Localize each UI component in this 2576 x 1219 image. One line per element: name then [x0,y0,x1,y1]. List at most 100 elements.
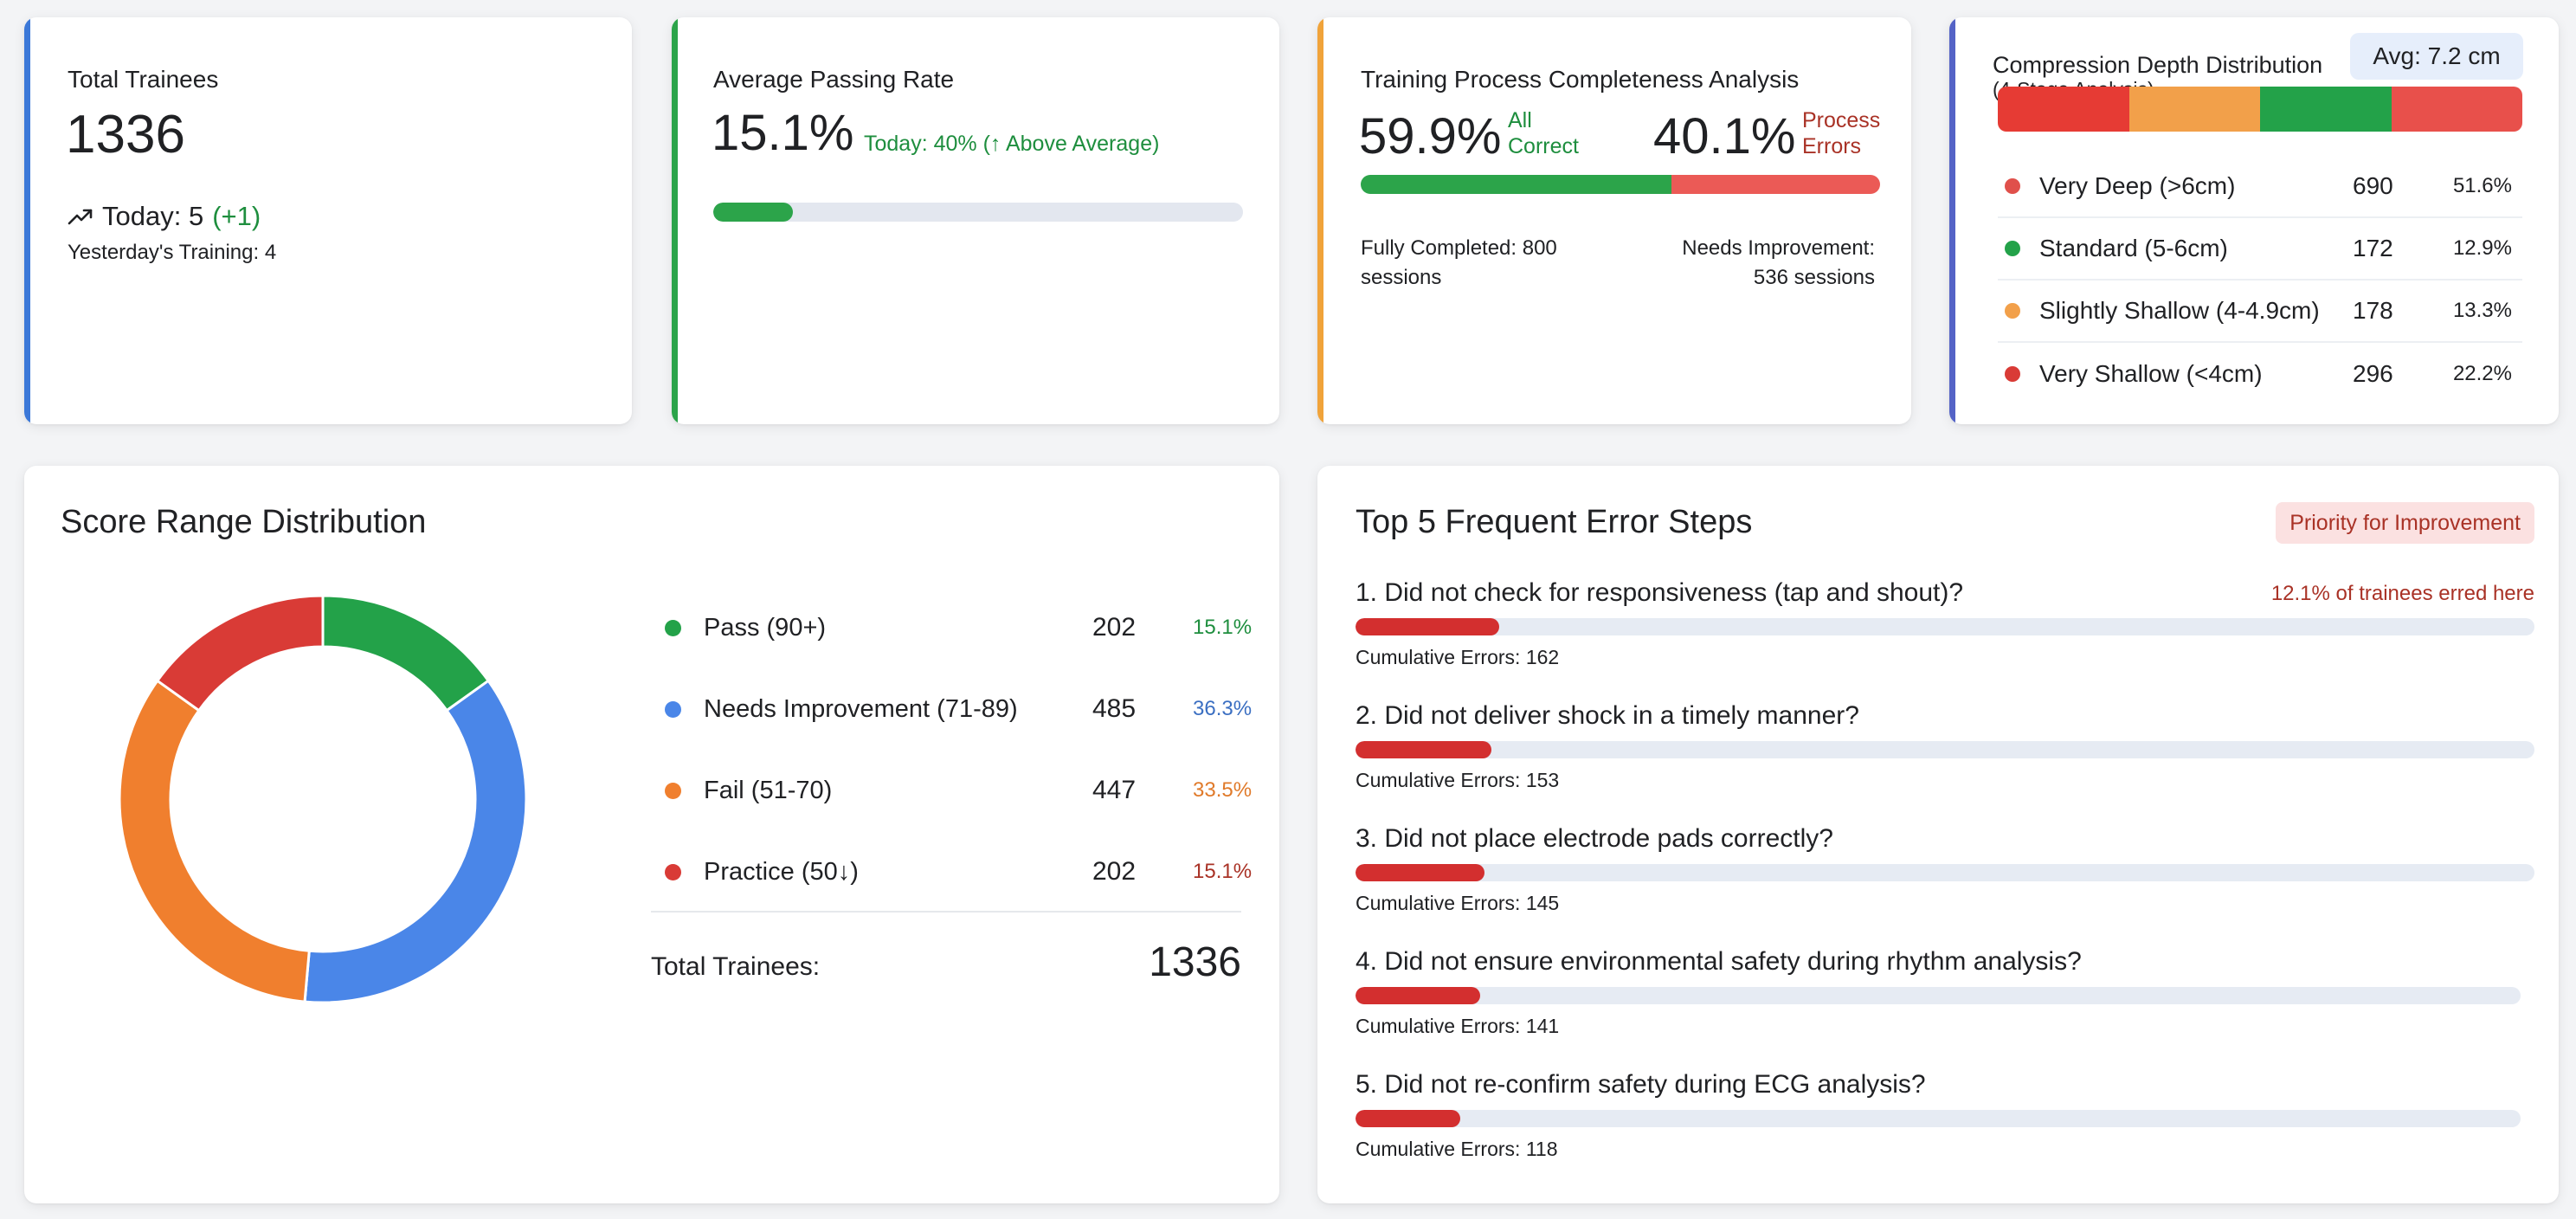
score-donut-chart [118,594,528,1004]
depth-row: Very Shallow (<4cm) 296 22.2% [1998,343,2522,405]
depth-count: 172 [2353,235,2393,261]
error-bar-fill [1356,618,1499,635]
today-passing-note: Today: 40% (↑ Above Average) [864,132,1160,156]
donut-slice-1 [303,679,528,1004]
depth-stacked-bar [1998,87,2522,132]
legend-dot [665,863,681,880]
score-range-count: 202 [1092,613,1137,642]
legend-dot [665,782,681,799]
error-step-item: 4. Did not ensure environmental safety d… [1356,947,2534,1070]
error-step-item: 3. Did not place electrode pads correctl… [1356,824,2534,947]
today-count: Today: 5 (+1) [68,201,261,232]
total-trainees-total: 1336 [1149,939,1241,985]
error-step-question: 1. Did not check for responsiveness (tap… [1356,578,1964,607]
card-title: Average Passing Rate [713,66,955,93]
score-range-count: 485 [1092,694,1137,723]
depth-segment [2260,87,2392,132]
donut-slice-2 [118,679,311,1003]
score-range-card: Score Range Distribution Pass (90+) 202 15… [24,466,1279,1203]
priority-badge: Priority for Improvement [2276,502,2534,544]
cumulative-errors: Cumulative Errors: 153 [1356,769,1560,791]
process-errors-percent: 40.1% [1653,108,1796,164]
needs-improvement-sessions: Needs Improvement: 536 sessions [1682,236,1875,289]
depth-segment [2128,87,2260,132]
depth-percent: 12.9% [2452,236,2512,260]
error-steps-card: Top 5 Frequent Error Steps Priority for … [1317,466,2559,1203]
cumulative-errors: Cumulative Errors: 118 [1356,1138,1558,1160]
error-bar-track [1356,618,2534,635]
yesterday-training: Yesterday's Training: 4 [68,241,277,264]
depth-segment [1998,87,2129,132]
total-trainees-label: Total Trainees: [651,952,821,981]
card-accent-bar [1317,17,1323,424]
depth-percent: 22.2% [2452,362,2512,385]
score-range-label: Fail (51-70) [704,776,833,804]
depth-label: Very Shallow (<4cm) [2039,360,2263,387]
error-step-question: 3. Did not place electrode pads correctl… [1356,824,1833,853]
score-range-percent: 15.1% [1193,616,1253,639]
legend-dot [2005,241,2020,256]
score-legend-row: Needs Improvement (71-89) 485 36.3% [651,668,1272,750]
donut-slice-0 [321,594,491,713]
depth-label: Slightly Shallow (4-4.9cm) [2039,297,2320,324]
total-trainees-card: Total Trainees 1336 Today: 5 (+1) Yester… [24,17,632,424]
score-range-count: 202 [1092,857,1137,886]
trending-up-icon [68,209,93,225]
avg-depth-badge: Avg: 7.2 cm [2350,33,2523,80]
depth-row: Standard (5-6cm) 172 12.9% [1998,218,2522,281]
card-title: Score Range Distribution [61,504,427,540]
cumulative-errors: Cumulative Errors: 145 [1356,892,1560,914]
all-correct-label: All Correct [1508,108,1579,158]
error-step-item: 1. Did not check for responsiveness (tap… [1356,578,2534,701]
today-label: Today: 5 [102,201,204,231]
score-range-label: Needs Improvement (71-89) [704,694,1018,723]
score-legend: Pass (90+) 202 15.1% Needs Improvement (71-… [651,587,1272,913]
card-accent-bar [1949,17,1955,424]
depth-percent: 13.3% [2452,299,2512,322]
total-trainees-value: 1336 [66,105,185,164]
depth-label: Very Deep (>6cm) [2039,172,2236,199]
depth-count: 178 [2353,297,2393,324]
error-bar-fill [1356,741,1491,758]
passing-rate-card: Average Passing Rate 15.1% Today: 40% (↑… [672,17,1279,424]
error-step-item: 5. Did not re-confirm safety during ECG … [1356,1070,2534,1193]
error-step-question: 5. Did not re-confirm safety during ECG … [1356,1070,1926,1099]
error-bar-fill [1356,864,1484,881]
error-bar-track [1356,864,2534,881]
card-title: Total Trainees [68,66,219,93]
error-bar-track [1356,987,2521,1004]
all-correct-percent: 59.9% [1359,108,1502,164]
score-range-label: Pass (90+) [704,613,827,642]
error-bar-track [1356,741,2534,758]
score-legend-row: Pass (90+) 202 15.1% [651,587,1272,668]
correct-segment [1361,175,1672,194]
error-steps-list: 1. Did not check for responsiveness (tap… [1356,578,2534,1193]
error-step-question: 2. Did not deliver shock in a timely man… [1356,701,1859,730]
error-rate-note: 12.1% of trainees erred here [2270,582,2534,605]
score-range-percent: 15.1% [1193,860,1253,883]
error-bar-fill [1356,1110,1460,1127]
card-accent-bar [672,17,678,424]
fully-completed-sessions: Fully Completed: 800 sessions [1361,236,1557,289]
depth-row: Slightly Shallow (4-4.9cm) 178 13.3% [1998,281,2522,343]
legend-dot [2005,366,2020,382]
compression-depth-card: Compression Depth Distribution (4-Stage … [1949,17,2559,424]
error-step-item: 2. Did not deliver shock in a timely man… [1356,701,2534,824]
legend-dot [2005,303,2020,319]
process-errors-label: Process Errors [1802,108,1881,158]
depth-percent: 51.6% [2452,174,2512,197]
today-delta: (+1) [212,201,261,231]
score-legend-row: Fail (51-70) 447 33.5% [651,750,1272,831]
depth-rows: Very Deep (>6cm) 690 51.6% Standard (5-6cm)… [1998,156,2522,405]
cumulative-errors: Cumulative Errors: 141 [1356,1015,1560,1037]
cumulative-errors: Cumulative Errors: 162 [1356,646,1560,668]
completeness-split-bar [1361,175,1880,194]
depth-count: 296 [2353,360,2393,387]
score-range-count: 447 [1092,776,1137,804]
card-title: Compression Depth Distribution [1993,52,2323,78]
legend-dot [2005,178,2020,194]
depth-row: Very Deep (>6cm) 690 51.6% [1998,156,2522,218]
error-segment [1671,175,1880,194]
donut-slice-3 [155,594,325,713]
card-title: Training Process Completeness Analysis [1361,66,1800,93]
